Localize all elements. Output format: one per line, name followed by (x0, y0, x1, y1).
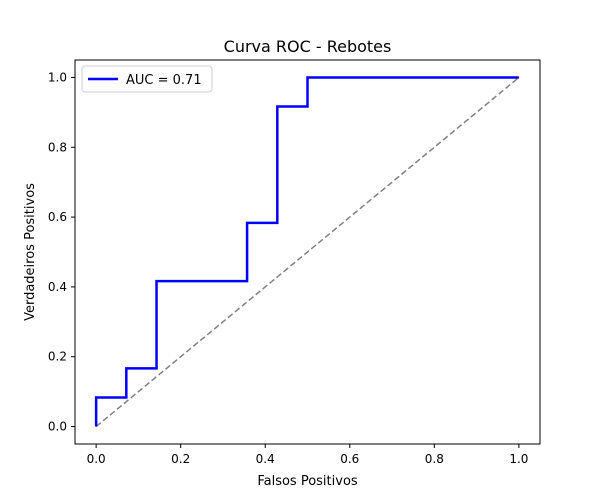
x-axis-label: Falsos Positivos (257, 474, 358, 489)
y-tick-label: 0.6 (48, 210, 67, 224)
legend: AUC = 0.71 (81, 65, 213, 93)
x-tick-label: 0.2 (171, 452, 190, 466)
x-tick-label: 0.8 (425, 452, 444, 466)
roc-curve-line (94, 76, 519, 427)
reference-diagonal-line (95, 76, 520, 428)
y-tick-label: 0.0 (48, 420, 67, 434)
axes-frame (74, 59, 541, 445)
y-axis-label: Verdadeiros Positivos (23, 183, 38, 321)
y-tick-label: 0.2 (48, 350, 67, 364)
x-tick-label: 1.0 (509, 452, 528, 466)
chart-title: Curva ROC - Rebotes (224, 37, 392, 56)
y-tick-label: 0.8 (48, 140, 67, 154)
y-tick-label: 0.4 (48, 280, 67, 294)
y-ticks: 0.0 0.2 0.4 0.6 0.8 1.0 (48, 70, 75, 434)
legend-box (81, 65, 213, 93)
y-tick-label: 1.0 (48, 70, 67, 84)
legend-label: AUC = 0.71 (126, 73, 202, 88)
x-ticks: 0.0 0.2 0.4 0.6 0.8 1.0 (87, 444, 528, 466)
x-tick-label: 0.6 (340, 452, 359, 466)
x-tick-label: 0.0 (87, 452, 106, 466)
x-tick-label: 0.4 (256, 452, 275, 466)
series-layer (94, 76, 520, 428)
